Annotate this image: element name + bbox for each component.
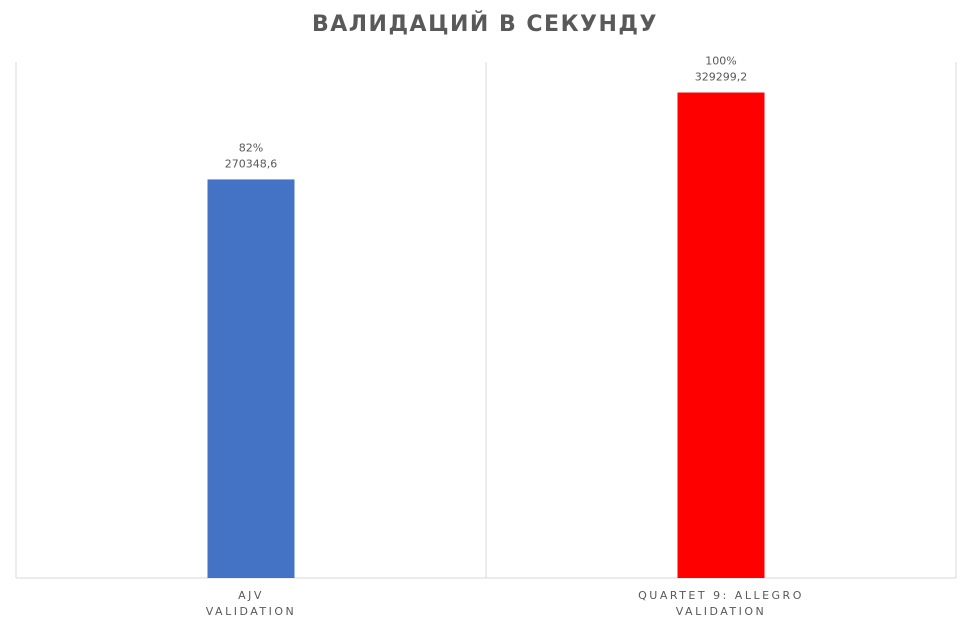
bar <box>677 92 765 578</box>
bar <box>207 179 295 578</box>
value-label: 270348,6 <box>225 157 278 170</box>
percent-label: 100% <box>705 55 736 68</box>
x-tick-label: VALIDATION <box>206 605 297 618</box>
percent-label: 82% <box>239 141 263 154</box>
x-tick-label: VALIDATION <box>676 605 767 618</box>
chart-title: ВАЛИДАЦИЙ В СЕКУНДУ <box>312 11 658 37</box>
x-tick-label: QUARTET 9: ALLEGRO <box>638 589 804 602</box>
x-tick-label: AJV <box>238 589 264 602</box>
value-label: 329299,2 <box>695 71 748 84</box>
